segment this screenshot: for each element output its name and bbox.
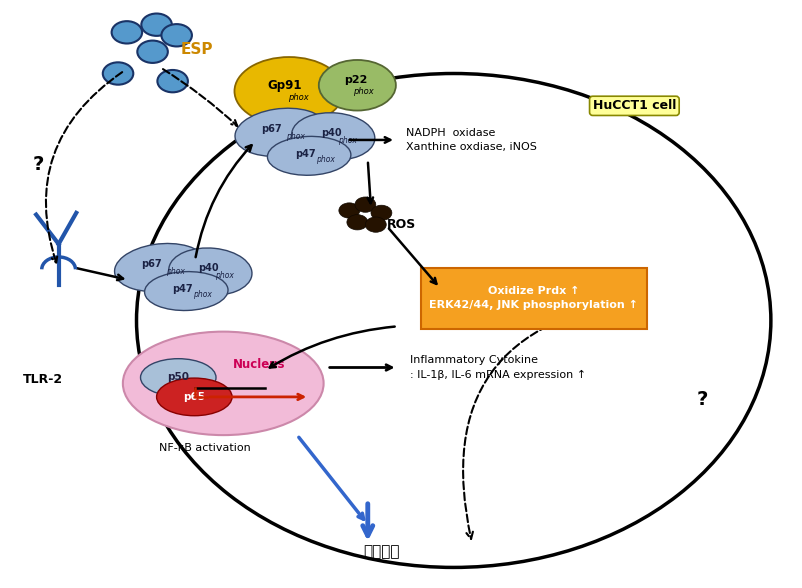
Ellipse shape [318,60,395,111]
Text: p67: p67 [261,123,282,134]
Ellipse shape [136,74,770,567]
Text: Gp91: Gp91 [268,79,302,92]
Text: phox: phox [165,267,184,276]
Text: ?: ? [33,155,44,174]
Text: phox: phox [353,86,374,96]
Circle shape [365,217,386,232]
Circle shape [111,21,142,44]
Text: ROS: ROS [387,218,415,231]
Text: NF-κB activation: NF-κB activation [159,443,250,453]
Text: phox: phox [286,132,305,141]
Text: phox: phox [215,271,234,280]
Circle shape [137,41,168,63]
Text: ?: ? [696,390,707,409]
Text: TLR-2: TLR-2 [22,373,63,386]
Circle shape [371,205,391,220]
Text: phox: phox [315,155,334,164]
FancyArrowPatch shape [463,299,642,539]
Circle shape [157,70,188,92]
Text: p47: p47 [294,149,315,159]
Circle shape [141,14,172,36]
Text: p22: p22 [343,75,367,85]
Circle shape [346,215,367,230]
Text: p50: p50 [167,372,189,383]
Text: Nucleus: Nucleus [233,358,286,371]
Text: Inflammatory Cytokine
: IL-1β, IL-6 mRNA expression ↑: Inflammatory Cytokine : IL-1β, IL-6 mRNA… [409,356,585,379]
Text: Oxidize Prdx ↑
ERK42/44, JNK phosphorylation ↑: Oxidize Prdx ↑ ERK42/44, JNK phosphoryla… [429,286,638,310]
Text: ESP: ESP [180,42,213,58]
Text: NADPH  oxidase
Xanthine oxdiase, iNOS: NADPH oxidase Xanthine oxdiase, iNOS [405,128,536,152]
Circle shape [338,203,359,218]
Ellipse shape [168,248,252,295]
Text: phox: phox [338,136,357,145]
Ellipse shape [115,243,206,292]
Ellipse shape [267,136,350,175]
Text: p47: p47 [172,284,192,295]
Circle shape [103,62,133,85]
Text: HuCCT1 cell: HuCCT1 cell [592,99,675,112]
Ellipse shape [123,332,323,435]
Text: phox: phox [288,92,309,102]
Text: p40: p40 [321,128,342,138]
Ellipse shape [291,113,375,160]
Circle shape [161,24,192,46]
Ellipse shape [234,57,343,125]
Ellipse shape [144,272,228,310]
FancyBboxPatch shape [421,268,646,329]
Ellipse shape [235,108,326,156]
Text: 염증반응: 염증반응 [363,544,399,559]
Text: phox: phox [192,290,212,299]
Text: p65: p65 [183,392,205,402]
Ellipse shape [140,359,216,396]
Text: p40: p40 [198,263,219,273]
Circle shape [354,197,375,212]
Text: p67: p67 [140,259,161,269]
Ellipse shape [156,378,232,416]
